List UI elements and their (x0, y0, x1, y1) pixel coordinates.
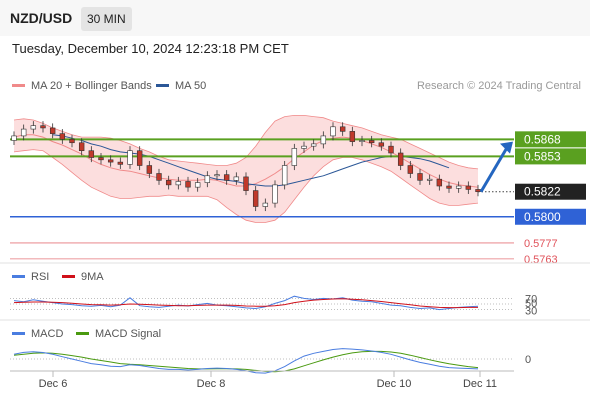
candle (272, 184, 278, 204)
legend-label: MACD Signal (95, 328, 162, 340)
candle (30, 125, 37, 130)
legend-swatch (156, 83, 169, 87)
candle (165, 180, 172, 186)
candle (262, 202, 269, 207)
candle (98, 157, 104, 161)
credit-text: Research © 2024 Trading Central (416, 80, 581, 92)
legend-ma20-bollinger: MA 20 + Bollinger Bands (12, 80, 152, 92)
candle (49, 127, 56, 134)
candle (339, 126, 346, 132)
candle (20, 128, 27, 137)
candle (194, 182, 201, 188)
candle (446, 185, 452, 189)
timeframe-button[interactable]: 30 MIN (81, 7, 132, 31)
price-label: 0.5868 (524, 132, 561, 146)
symbol-title: NZD/USD (10, 10, 73, 26)
candle (78, 142, 85, 152)
candle (465, 185, 472, 190)
legend-label: RSI (31, 271, 50, 283)
price-label-box (515, 148, 586, 165)
candle (378, 142, 385, 147)
candle (417, 173, 423, 181)
candle (436, 178, 443, 187)
macd-signal-line (13, 350, 479, 373)
candle (320, 135, 327, 145)
price-label: 0.5800 (524, 210, 561, 224)
timestamp: Tuesday, December 10, 2024 12:23:18 PM C… (12, 41, 289, 56)
candle (233, 176, 240, 181)
candle (127, 150, 133, 165)
x-tick-label: Dec 10 (377, 378, 412, 390)
forecast-arrow-head (500, 141, 513, 154)
price-label: 0.5822 (524, 185, 561, 199)
x-tick-label: Dec 6 (39, 378, 68, 390)
candle (185, 181, 191, 188)
candle (455, 185, 462, 189)
candle (301, 145, 307, 149)
legend-swatch (12, 83, 25, 87)
legend-macd-signal: MACD Signal (76, 328, 161, 340)
candle (281, 165, 288, 186)
candle (291, 148, 298, 166)
x-tick-label: Dec 11 (463, 378, 497, 390)
rsi-line (13, 295, 479, 311)
candle (388, 145, 394, 154)
legend-swatch (12, 331, 25, 335)
candle (69, 139, 75, 144)
price-label: 0.5777 (524, 238, 558, 250)
legend-ma50: MA 50 (156, 80, 206, 92)
candle (214, 174, 220, 177)
rsi-ma-line (13, 298, 478, 309)
macd-tick-label: 0 (525, 354, 531, 366)
candle (40, 125, 46, 129)
rsi-tick-label: 50 (525, 298, 537, 310)
candle (349, 131, 356, 142)
legend-rsi: RSI (12, 271, 49, 283)
candle (252, 190, 259, 207)
price-label-box (515, 183, 586, 200)
legend-label: 9MA (81, 271, 104, 283)
candle (88, 150, 95, 158)
legend-swatch (62, 274, 75, 278)
price-label-box (515, 208, 586, 225)
candle (397, 152, 404, 166)
candle (475, 189, 481, 193)
candle (59, 133, 66, 140)
candle (136, 150, 143, 166)
legend-label: MA 50 (175, 80, 207, 92)
candle (330, 126, 336, 137)
price-label-box (515, 131, 586, 148)
forecast-arrow-shaft (479, 146, 509, 193)
legend-macd: MACD (12, 328, 63, 340)
rsi-tick-label: 30 (525, 306, 537, 318)
price-label: 0.5853 (524, 149, 561, 163)
price-label: 0.5763 (524, 254, 558, 266)
x-tick-label: Dec 8 (197, 378, 226, 390)
legend-label: MACD (31, 328, 64, 340)
candle (368, 140, 375, 144)
candle (310, 143, 317, 147)
bollinger-lower-line (13, 149, 479, 223)
candle (107, 159, 114, 163)
candle (223, 174, 230, 181)
candle (156, 173, 162, 181)
candle (175, 181, 182, 186)
candle (11, 135, 17, 141)
candle (117, 161, 124, 165)
candle (146, 165, 153, 174)
legend-swatch (12, 274, 25, 278)
candle (426, 178, 433, 181)
candle (407, 165, 414, 174)
candle (359, 140, 365, 142)
legend-swatch (76, 331, 89, 335)
legend-rsi-ma: 9MA (62, 271, 104, 283)
legend-label: MA 20 + Bollinger Bands (31, 80, 152, 92)
rsi-tick-label: 70 (525, 293, 537, 305)
candle (243, 176, 249, 191)
candle (204, 175, 211, 183)
